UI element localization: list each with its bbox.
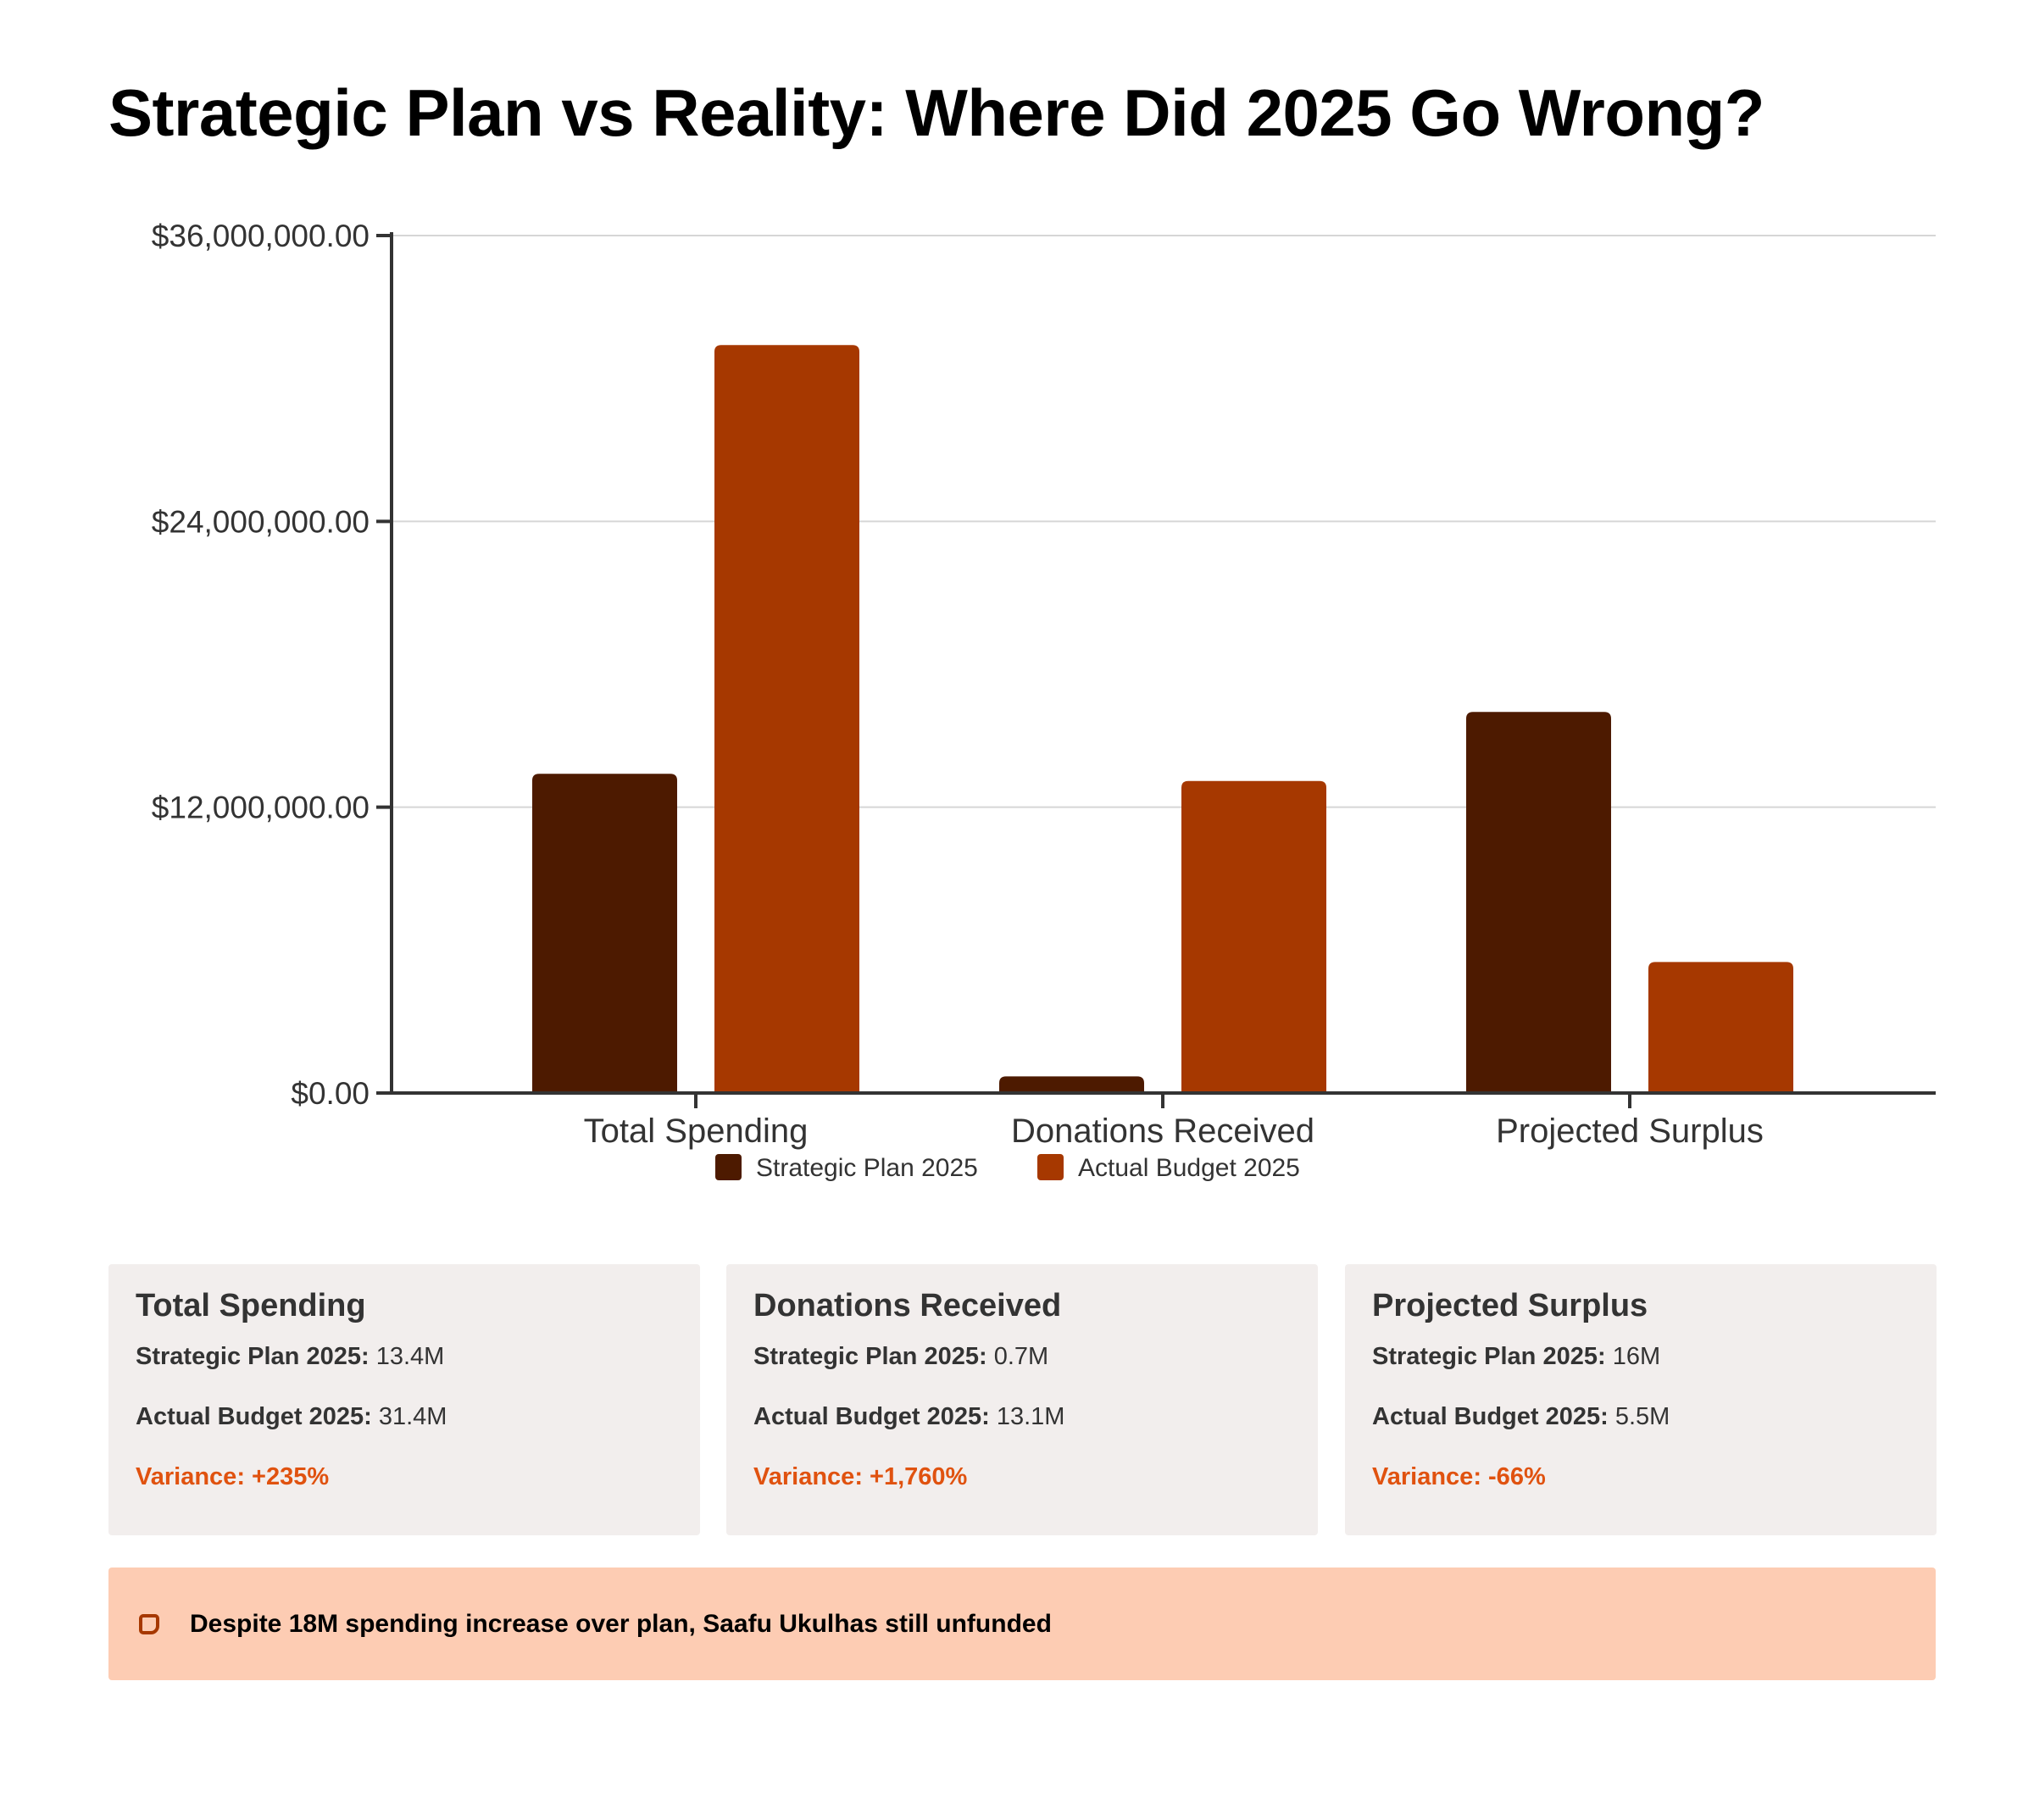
- x-tick-label: Total Spending: [584, 1113, 809, 1150]
- y-tick-label: $36,000,000.00: [152, 219, 370, 253]
- bar-actual-budget-2025: [714, 345, 859, 1093]
- variance: Variance: +235%: [136, 1463, 330, 1490]
- bar-actual-budget-2025: [1648, 962, 1793, 1093]
- plan-value: 16M: [1612, 1343, 1661, 1370]
- bar-strategic-plan-2025: [999, 1076, 1144, 1093]
- card-projected-surplus: Projected Surplus Strategic Plan 2025: 1…: [1345, 1264, 1937, 1535]
- note-banner: Despite 18M spending increase over plan,…: [108, 1568, 1936, 1680]
- legend-label: Actual Budget 2025: [1078, 1154, 1300, 1182]
- actual-value: 5.5M: [1614, 1403, 1670, 1430]
- plan-label: Strategic Plan 2025:: [136, 1343, 370, 1370]
- note-icon: [139, 1613, 159, 1634]
- y-tick-label: $24,000,000.00: [152, 504, 370, 539]
- bar-strategic-plan-2025: [1466, 712, 1611, 1093]
- actual-label: Actual Budget 2025:: [753, 1403, 990, 1430]
- x-tick-label: Donations Received: [1011, 1113, 1314, 1150]
- bar-chart: $0.00 $12,000,000.00 $24,000,000.00 $36,000…: [152, 219, 1936, 1182]
- variance: Variance: +1,760%: [753, 1463, 968, 1490]
- plan-value: 0.7M: [993, 1343, 1049, 1370]
- card-title: Donations Received: [753, 1288, 1062, 1323]
- x-tick-label: Projected Surplus: [1496, 1113, 1764, 1150]
- plan-label: Strategic Plan 2025:: [1372, 1343, 1606, 1370]
- plan-label: Strategic Plan 2025:: [753, 1343, 987, 1370]
- card-total-spending: Total Spending Strategic Plan 2025: 13.4…: [108, 1264, 700, 1535]
- card-title: Projected Surplus: [1372, 1288, 1648, 1323]
- variance: Variance: -66%: [1372, 1463, 1546, 1490]
- bar-actual-budget-2025: [1181, 780, 1326, 1093]
- actual-value: 31.4M: [378, 1403, 447, 1430]
- legend-label: Strategic Plan 2025: [756, 1154, 978, 1182]
- y-tick-label: $12,000,000.00: [152, 791, 370, 825]
- bar-strategic-plan-2025: [532, 774, 677, 1093]
- actual-label: Actual Budget 2025:: [1372, 1403, 1609, 1430]
- actual-label: Actual Budget 2025:: [136, 1403, 372, 1430]
- legend-swatch: [715, 1154, 742, 1180]
- note-text: Despite 18M spending increase over plan,…: [190, 1609, 1052, 1638]
- card-title: Total Spending: [136, 1288, 366, 1323]
- page-title: Strategic Plan vs Reality: Where Did 202…: [108, 75, 1764, 150]
- plan-value: 13.4M: [375, 1343, 445, 1370]
- legend-swatch: [1037, 1154, 1064, 1180]
- card-donations-received: Donations Received Strategic Plan 2025: …: [726, 1264, 1318, 1535]
- actual-value: 13.1M: [996, 1403, 1065, 1430]
- y-tick-label: $0.00: [291, 1076, 370, 1111]
